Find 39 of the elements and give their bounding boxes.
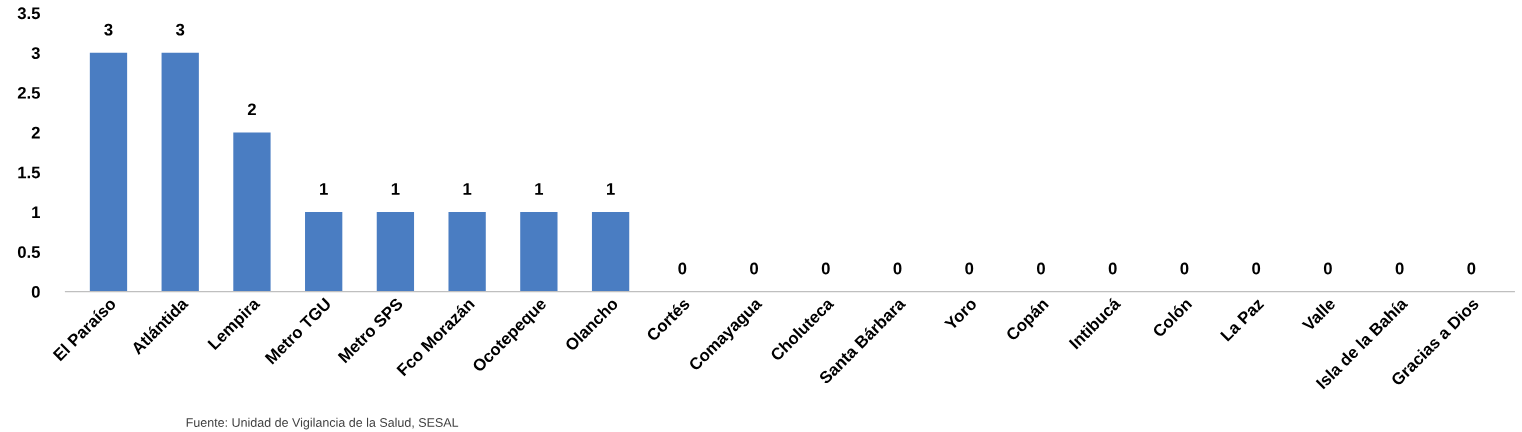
- x-tick-label: Yoro: [943, 297, 978, 331]
- y-tick-label: 0.5: [17, 246, 40, 258]
- data-label: 3: [175, 23, 185, 36]
- bar: [376, 211, 415, 292]
- bar: [161, 52, 199, 292]
- data-label: 0: [1037, 262, 1045, 275]
- data-label: 3: [104, 23, 113, 36]
- data-label: 1: [535, 183, 544, 195]
- x-tick-label: La Paz: [1220, 297, 1265, 342]
- source-note: Fuente: Unidad de Vigilancia de la Salud, SESAL: [186, 417, 459, 430]
- data-label: 1: [607, 183, 615, 195]
- data-label: 0: [678, 262, 687, 275]
- bar: [233, 132, 271, 292]
- bar: [520, 211, 558, 292]
- data-label: 0: [1252, 262, 1261, 275]
- y-tick-label: 2: [31, 126, 40, 139]
- data-label: 0: [750, 262, 758, 275]
- data-label: 0: [1108, 262, 1117, 275]
- data-label: 0: [1180, 262, 1189, 275]
- data-label: 0: [965, 262, 974, 275]
- bar: [591, 211, 630, 292]
- bar: [89, 52, 128, 292]
- data-label: 1: [463, 183, 472, 195]
- y-tick-label: 0: [31, 286, 40, 298]
- data-label: 0: [893, 262, 902, 275]
- y-tick-label: 1: [32, 206, 40, 219]
- data-label: 1: [320, 183, 328, 195]
- data-label: 0: [1467, 262, 1476, 275]
- y-tick-label: 3.5: [17, 7, 40, 20]
- data-label: 0: [821, 262, 830, 275]
- data-label: 1: [391, 183, 400, 195]
- bar: [305, 211, 343, 292]
- data-label: 0: [1323, 262, 1332, 275]
- bar: [448, 211, 486, 292]
- data-label: 0: [1395, 262, 1404, 275]
- y-tick-label: 1.5: [18, 166, 40, 179]
- data-label: 2: [247, 103, 256, 116]
- y-tick-label: 2.5: [17, 86, 40, 99]
- y-tick-label: 3: [31, 47, 40, 59]
